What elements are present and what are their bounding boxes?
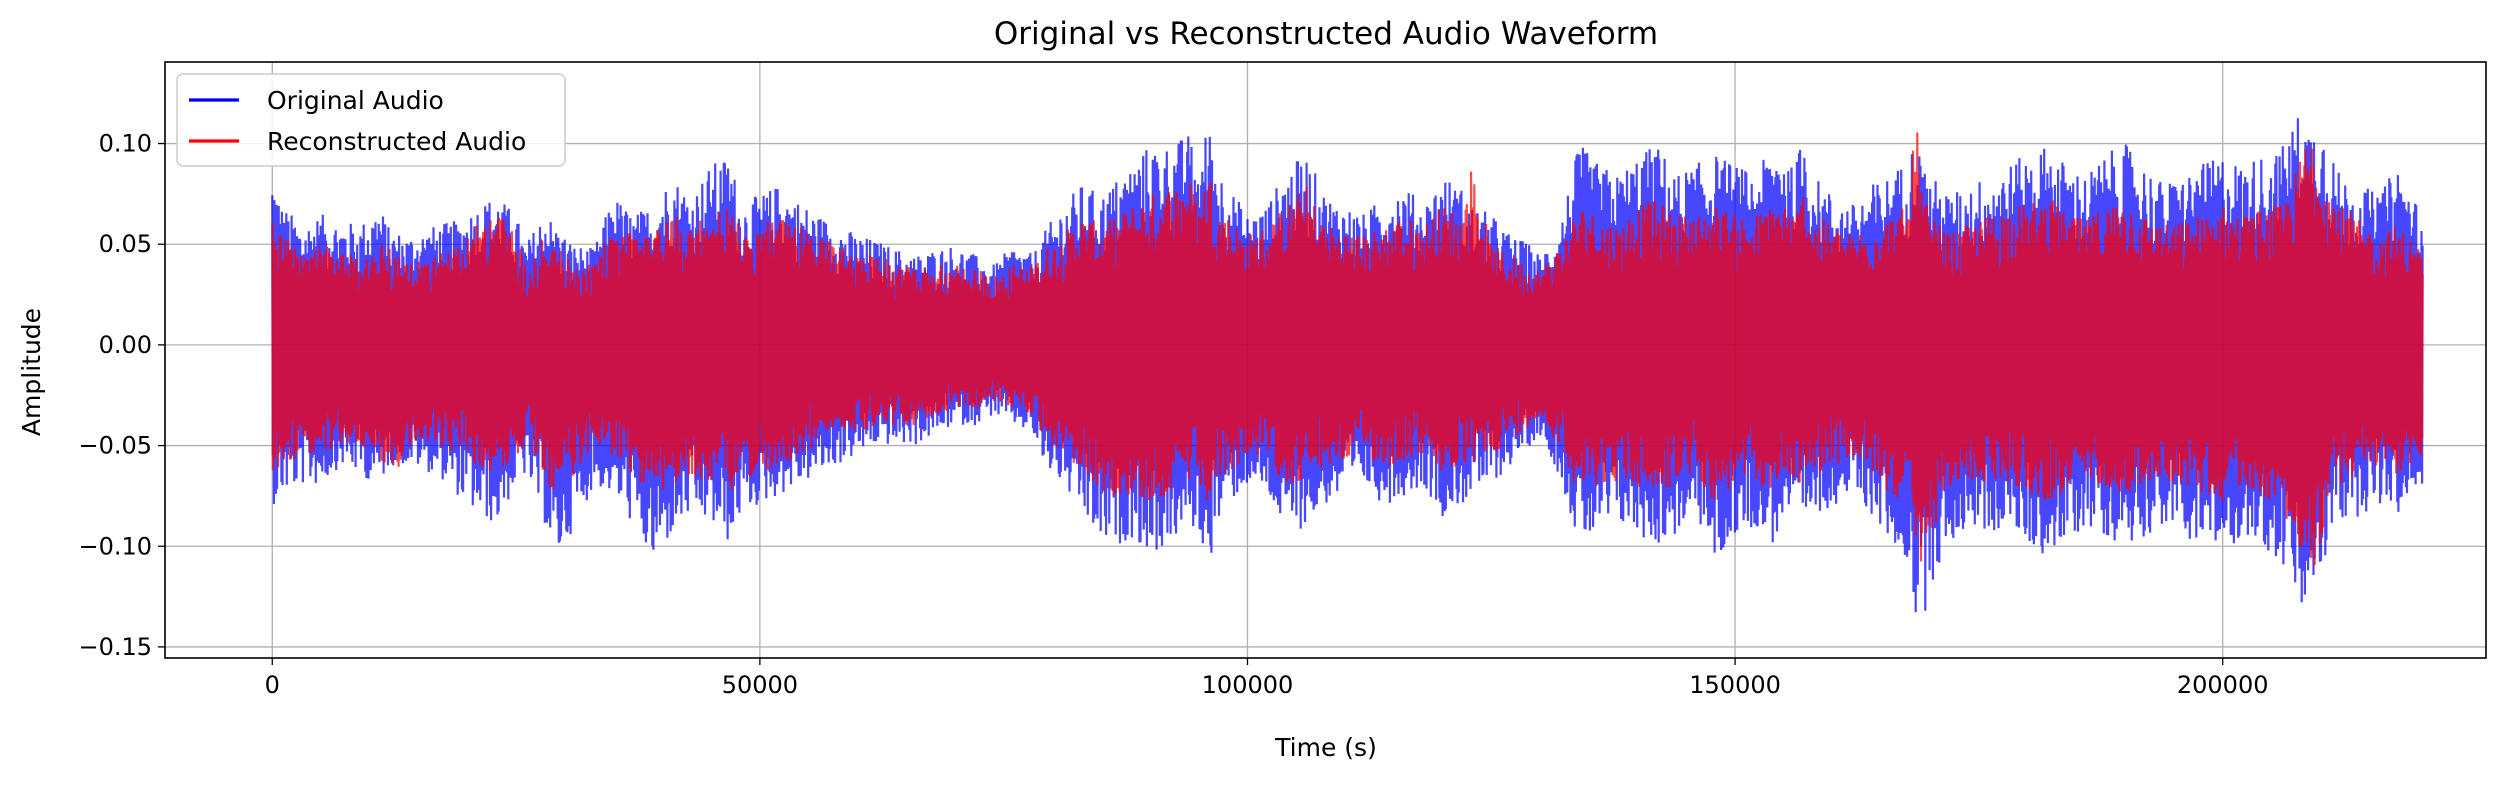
- x-tick-label-4: 200000: [2177, 671, 2269, 699]
- plot-frame: [164, 61, 2487, 659]
- y-tick-label-2: −0.05: [78, 432, 152, 460]
- x-tick-label-0: 0: [265, 671, 280, 699]
- y-tick-label-4: 0.05: [99, 230, 152, 258]
- legend-label-original: Original Audio: [267, 86, 444, 115]
- x-tick-label-2: 100000: [1202, 671, 1294, 699]
- x-tick-label-1: 50000: [722, 671, 798, 699]
- y-tick-label-0: −0.15: [78, 633, 152, 661]
- legend: Original Audio Reconstructed Audio: [176, 73, 566, 167]
- legend-box: [176, 73, 566, 167]
- y-tick-label-5: 0.10: [99, 130, 152, 158]
- x-axis-ticks: 0 50000 100000 150000 200000: [265, 658, 2269, 699]
- series-layer: [271, 118, 2424, 613]
- series-line-1: [271, 132, 2424, 566]
- y-axis-label: Amplitude: [17, 308, 46, 436]
- x-axis-label: Time (s): [1274, 733, 1377, 762]
- x-tick-label-3: 150000: [1689, 671, 1781, 699]
- legend-label-reconstructed: Reconstructed Audio: [267, 127, 526, 156]
- chart-title: Original vs Reconstructed Audio Waveform: [994, 16, 1658, 52]
- y-tick-label-3: 0.00: [99, 331, 152, 359]
- y-axis-ticks: −0.15 −0.10 −0.05 0.00 0.05 0.10: [78, 130, 165, 661]
- y-tick-label-1: −0.10: [78, 532, 152, 560]
